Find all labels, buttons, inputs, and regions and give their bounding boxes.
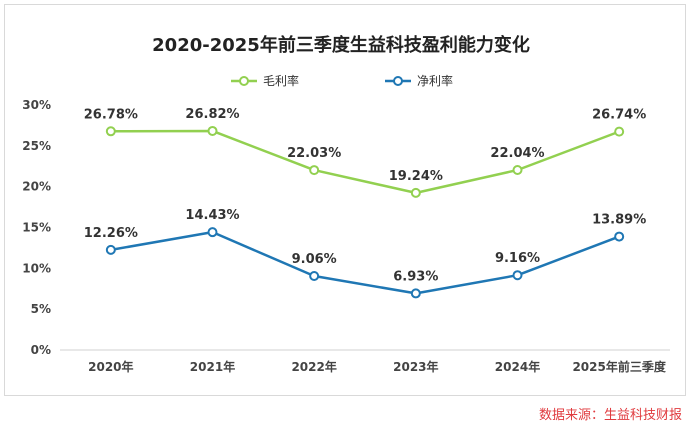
data-label: 26.78% [84, 107, 138, 122]
y-tick-label: 15% [22, 221, 51, 235]
y-tick-label: 0% [31, 343, 51, 357]
data-point [614, 231, 625, 242]
data-source-note: 数据来源：生益科技财报 [538, 408, 682, 423]
y-tick-label: 5% [31, 302, 51, 316]
data-point [105, 244, 116, 255]
data-point [410, 288, 421, 299]
series-line-0 [110, 129, 620, 195]
series-line-1 [110, 230, 620, 295]
data-label: 9.06% [292, 252, 337, 267]
y-axis: 0% 5% 10% 15% 20% 25% 30% [22, 98, 51, 357]
x-axis: 2020年 2021年 2022年 2023年 2024年 2025年前三季度 [60, 349, 670, 374]
legend-label-0: 毛利率 [263, 73, 299, 88]
x-tick-label: 2020年 [88, 359, 133, 374]
data-label: 13.89% [592, 213, 646, 228]
data-point [105, 126, 116, 137]
legend-marker-1 [393, 76, 403, 86]
line-chart: 2020-2025年前三季度生益科技盈利能力变化 毛利率 净利率 0% 5% 10% 1… [22, 34, 670, 374]
data-label: 9.16% [495, 251, 540, 266]
data-point [614, 126, 625, 137]
data-point [207, 227, 218, 238]
data-point [309, 271, 320, 282]
y-tick-label: 20% [22, 180, 51, 194]
x-tick-label: 2022年 [291, 359, 336, 374]
data-label: 26.74% [592, 108, 646, 123]
series-group: 26.78% 26.82% 22.03% 19.24% 22.04% 26.74% 12.2… [84, 107, 646, 299]
data-point [207, 125, 218, 136]
legend-marker-0 [239, 76, 249, 86]
data-label: 26.82% [185, 107, 239, 122]
data-point [410, 187, 421, 198]
legend: 毛利率 净利率 [231, 73, 453, 88]
data-point [512, 165, 523, 176]
chart-frame: 2020-2025年前三季度生益科技盈利能力变化 毛利率 净利率 0% 5% 10% 1… [4, 4, 686, 396]
data-label: 19.24% [389, 169, 443, 184]
legend-label-1: 净利率 [417, 73, 453, 88]
y-tick-label: 30% [22, 98, 51, 112]
x-tick-label: 2023年 [393, 359, 438, 374]
y-tick-label: 25% [22, 139, 51, 153]
x-tick-label: 2025年前三季度 [572, 359, 666, 374]
data-label: 22.03% [287, 146, 341, 161]
data-label: 6.93% [393, 269, 438, 284]
data-label: 12.26% [84, 226, 138, 241]
data-label: 14.43% [185, 208, 239, 223]
y-tick-label: 10% [22, 261, 51, 275]
x-tick-label: 2021年 [190, 359, 235, 374]
data-point [512, 270, 523, 281]
x-tick-label: 2024年 [495, 359, 540, 374]
chart-title: 2020-2025年前三季度生益科技盈利能力变化 [152, 34, 530, 56]
data-point [309, 165, 320, 176]
data-label: 22.04% [490, 146, 544, 161]
